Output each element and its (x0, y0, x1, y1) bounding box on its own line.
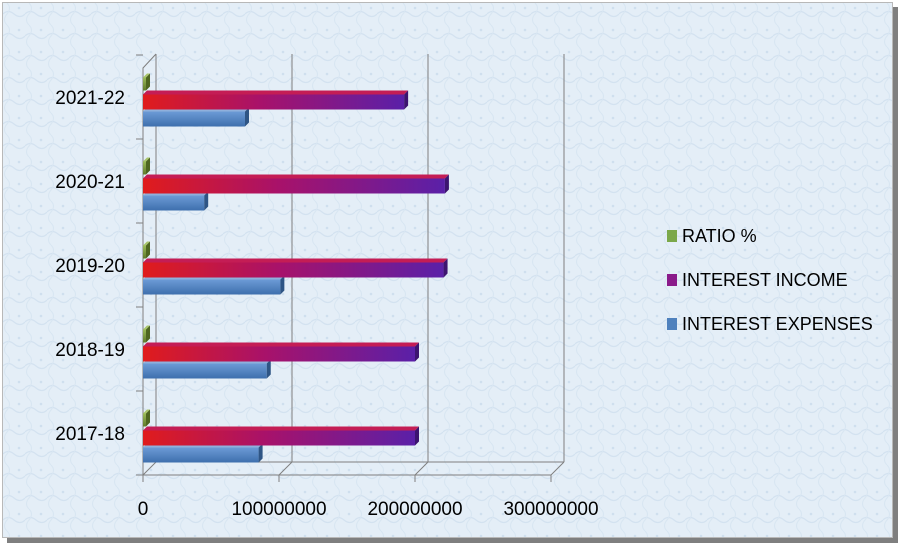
legend-swatch (667, 230, 677, 242)
floor-gridline (278, 461, 293, 476)
bar-front (143, 77, 146, 91)
bar-chart: 2017-18 2018-19 2019-20 2020-21 2021-22 0 1000… (3, 3, 892, 537)
category-label: 2017-18 (55, 424, 125, 445)
bar-top (143, 426, 419, 431)
category-label: 2020-21 (55, 172, 125, 193)
bar-end (146, 73, 150, 91)
bar (143, 191, 209, 211)
legend-label: INTEREST EXPENSES (682, 314, 873, 334)
bar (143, 443, 263, 463)
bar (143, 275, 285, 295)
x-tick-label: 300000000 (503, 499, 598, 520)
bar-top (143, 90, 409, 95)
bar (143, 174, 449, 194)
bar-end (415, 342, 419, 362)
bar-front (143, 279, 281, 295)
bar-front (143, 178, 445, 194)
bar (143, 107, 249, 127)
category-label: 2019-20 (55, 256, 125, 277)
bar-front (143, 111, 245, 127)
x-tick-label: 100000000 (231, 499, 326, 520)
bar (143, 73, 150, 91)
bar-end (415, 426, 419, 446)
bar-end (280, 275, 285, 295)
bar-top (143, 342, 419, 347)
bar (143, 325, 150, 343)
bar-front (143, 262, 444, 278)
bar-front (143, 161, 146, 175)
legend-swatch (667, 274, 677, 286)
bar-front (143, 329, 146, 343)
chart-frame: 2017-18 2018-19 2019-20 2020-21 2021-22 0 1000… (2, 2, 893, 538)
bar (143, 359, 271, 379)
bar-end (146, 325, 150, 343)
bar-front (143, 94, 405, 110)
bar-end (404, 90, 409, 110)
bar-end (146, 241, 150, 259)
bar (143, 157, 150, 175)
bar-end (245, 107, 249, 127)
bar-end (266, 359, 271, 379)
floor-gridline (550, 461, 565, 476)
bar-end (204, 191, 209, 211)
bar-front (143, 363, 267, 379)
bars-layer (143, 73, 449, 463)
bar-top (143, 241, 150, 246)
bar (143, 90, 409, 110)
bar-top (143, 409, 150, 414)
bar-end (443, 258, 448, 278)
bar-end (146, 409, 150, 427)
bar-front (143, 195, 205, 211)
bar-end (444, 174, 449, 194)
floor-gridline (414, 461, 429, 476)
bar (143, 342, 419, 362)
legend: RATIO % INTEREST INCOME INTEREST EXPENSES (667, 226, 873, 334)
bar-end (258, 443, 263, 463)
bar (143, 426, 419, 446)
category-label: 2021-22 (55, 88, 125, 109)
bar-front (143, 245, 146, 259)
bar (143, 409, 150, 427)
bar-front (143, 346, 415, 362)
bar-top (143, 258, 448, 263)
bar-front (143, 447, 259, 463)
x-tick-label: 0 (138, 499, 149, 520)
legend-swatch (667, 318, 677, 330)
bar (143, 241, 150, 259)
bar-top (143, 157, 150, 162)
legend-label: INTEREST INCOME (682, 270, 848, 290)
bar-end (146, 157, 150, 175)
x-tick-label: 200000000 (367, 499, 462, 520)
axis-layer: 2017-18 2018-19 2019-20 2020-21 2021-22 0 1000… (55, 54, 599, 520)
bar-front (143, 430, 415, 446)
bar-front (143, 413, 146, 427)
legend-label: RATIO % (682, 226, 757, 246)
category-label: 2018-19 (55, 340, 125, 361)
floor-gridline (142, 461, 157, 476)
bar (143, 258, 448, 278)
bar-top (143, 325, 150, 330)
bar-top (143, 73, 150, 78)
bar-top (143, 174, 449, 179)
